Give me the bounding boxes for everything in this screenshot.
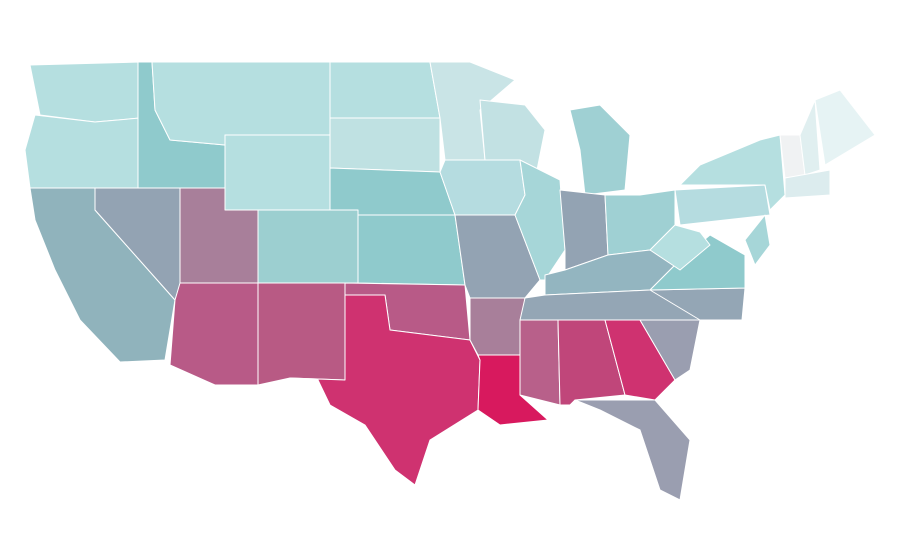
region — [469, 297, 526, 356]
region — [679, 134, 786, 211]
region — [169, 282, 259, 386]
region — [744, 214, 771, 266]
region — [604, 319, 676, 401]
region — [357, 214, 466, 286]
region — [151, 61, 331, 146]
region — [24, 114, 141, 189]
region — [784, 169, 831, 199]
region — [799, 99, 821, 176]
region — [329, 61, 441, 119]
region — [329, 117, 441, 173]
region — [257, 282, 346, 386]
region — [569, 104, 631, 196]
region — [224, 134, 331, 211]
region — [439, 159, 526, 216]
region — [289, 294, 481, 486]
region — [814, 89, 876, 166]
region — [649, 224, 711, 271]
region — [519, 319, 561, 406]
region — [639, 319, 701, 381]
region — [257, 209, 359, 284]
region — [329, 167, 456, 216]
region — [574, 399, 691, 501]
region — [674, 184, 771, 226]
region — [29, 61, 141, 123]
